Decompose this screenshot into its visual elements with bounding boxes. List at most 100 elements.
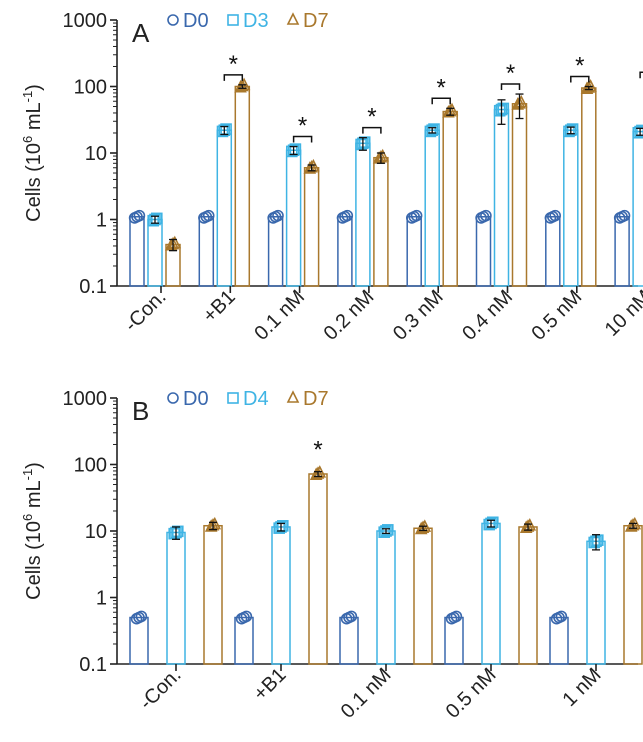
bar-group-6: * — [544, 53, 597, 287]
data-point-square-icon — [483, 518, 496, 531]
panel-letter: B — [132, 396, 149, 426]
bar-d3 — [563, 129, 579, 287]
y-tick-label: 1000 — [63, 10, 108, 32]
bar-d3 — [285, 149, 302, 287]
data-point-circle-icon — [133, 209, 146, 222]
bar-d4 — [481, 522, 501, 665]
bar-d3 — [147, 218, 163, 287]
legend-marker-circle-icon — [167, 14, 179, 26]
bar-group-7: * — [613, 71, 643, 287]
panel-a: A D0 D3 D7 0.1 1 10 100 1000 Cells (106 mL-1) -Con… — [20, 10, 643, 345]
legend: D0 D3 D7 — [167, 10, 329, 32]
legend-label-d0: D0 — [183, 388, 209, 410]
data-point-triangle-icon — [511, 97, 524, 110]
legend-label-d0: D0 — [183, 10, 209, 32]
data-point-square-icon — [588, 536, 601, 549]
data-point-circle-icon — [549, 209, 562, 222]
significance-bracket — [292, 135, 313, 143]
data-point-triangle-icon — [164, 237, 178, 251]
data-point-square-icon — [275, 521, 287, 533]
legend: D0 D4 D7 — [167, 388, 329, 410]
data-point-square-icon — [378, 526, 391, 538]
data-point-triangle-icon — [626, 517, 640, 531]
bar-d3 — [493, 108, 510, 287]
data-point-triangle-icon — [311, 466, 325, 479]
data-point-triangle-icon — [309, 467, 323, 480]
bar-d0 — [198, 215, 215, 287]
bar-d0 — [614, 215, 630, 287]
bar-d0 — [339, 616, 359, 665]
legend-marker-square-icon — [227, 392, 239, 404]
bar-d7 — [581, 87, 597, 287]
y-tick-label: 10 — [85, 143, 107, 165]
significance-star: * — [313, 437, 322, 464]
significance-bracket — [639, 71, 643, 79]
bar-d7 — [442, 110, 458, 287]
panel-letter: A — [132, 18, 150, 48]
y-tick-label: 0.1 — [79, 654, 107, 676]
data-point-triangle-icon — [580, 81, 594, 94]
legend-label-d3: D3 — [243, 10, 269, 32]
data-point-circle-icon — [410, 209, 423, 222]
data-point-triangle-icon — [208, 516, 222, 530]
data-point-square-icon — [563, 125, 575, 138]
bar-d0 — [129, 616, 149, 665]
legend-label-d4: D4 — [243, 388, 269, 410]
x-tick-label: 0.1 nM — [337, 664, 396, 723]
bar-d0 — [234, 616, 254, 665]
significance-bracket — [223, 74, 244, 81]
data-point-square-icon — [381, 524, 394, 536]
data-point-circle-icon — [240, 610, 253, 623]
bar-d7 — [303, 167, 320, 287]
bar-d0 — [545, 215, 561, 287]
bar-d4 — [586, 540, 606, 665]
bar-d7 — [623, 524, 643, 665]
x-tick-label: -Con. — [120, 286, 170, 336]
bar-d3 — [216, 129, 233, 287]
bar-group-2 — [339, 519, 433, 665]
data-point-triangle-icon — [416, 520, 430, 534]
significance-bracket — [362, 126, 382, 134]
bar-d7 — [308, 473, 328, 665]
legend-marker-circle-icon — [167, 392, 179, 404]
y-tick-label: 1 — [96, 588, 107, 610]
significance-bracket — [431, 97, 451, 105]
data-point-circle-icon — [272, 209, 284, 222]
legend-marker-triangle-icon — [286, 12, 300, 25]
legend-label-d7: D7 — [303, 388, 329, 410]
data-point-triangle-icon — [303, 161, 317, 174]
bar-d4 — [271, 526, 291, 665]
x-tick-label: 0.2 nM — [320, 286, 379, 345]
data-point-square-icon — [493, 104, 506, 117]
data-point-triangle-icon — [204, 519, 218, 532]
data-point-square-icon — [218, 124, 231, 137]
data-point-square-icon — [564, 124, 577, 137]
bar-d3 — [355, 142, 371, 287]
data-point-circle-icon — [480, 209, 492, 222]
x-tick-label: 0.1 nM — [250, 286, 309, 345]
bar-d0 — [129, 215, 145, 287]
bar-d0 — [549, 616, 569, 665]
x-tick-label: 10 nM — [601, 286, 643, 341]
data-point-square-icon — [485, 517, 497, 530]
x-tick-label: +B1 — [199, 286, 240, 327]
x-tick-label: -Con. — [135, 664, 185, 714]
bar-d0 — [267, 215, 284, 287]
y-tick-label: 0.1 — [79, 276, 107, 298]
data-point-square-icon — [424, 125, 437, 138]
bar-group-1: * — [198, 51, 251, 287]
data-point-circle-icon — [202, 209, 215, 222]
y-tick-label: 100 — [74, 77, 107, 99]
data-point-square-icon — [497, 102, 510, 115]
bar-group-5: * — [475, 60, 528, 287]
bar-d7 — [373, 156, 389, 287]
data-point-triangle-icon — [236, 78, 249, 92]
significance-bracket — [500, 83, 521, 91]
data-point-triangle-icon — [305, 159, 318, 173]
data-point-circle-icon — [345, 610, 358, 623]
significance-star: * — [506, 60, 515, 87]
data-point-triangle-icon — [445, 102, 459, 116]
bar-d0 — [475, 215, 492, 287]
data-point-square-icon — [355, 138, 367, 151]
